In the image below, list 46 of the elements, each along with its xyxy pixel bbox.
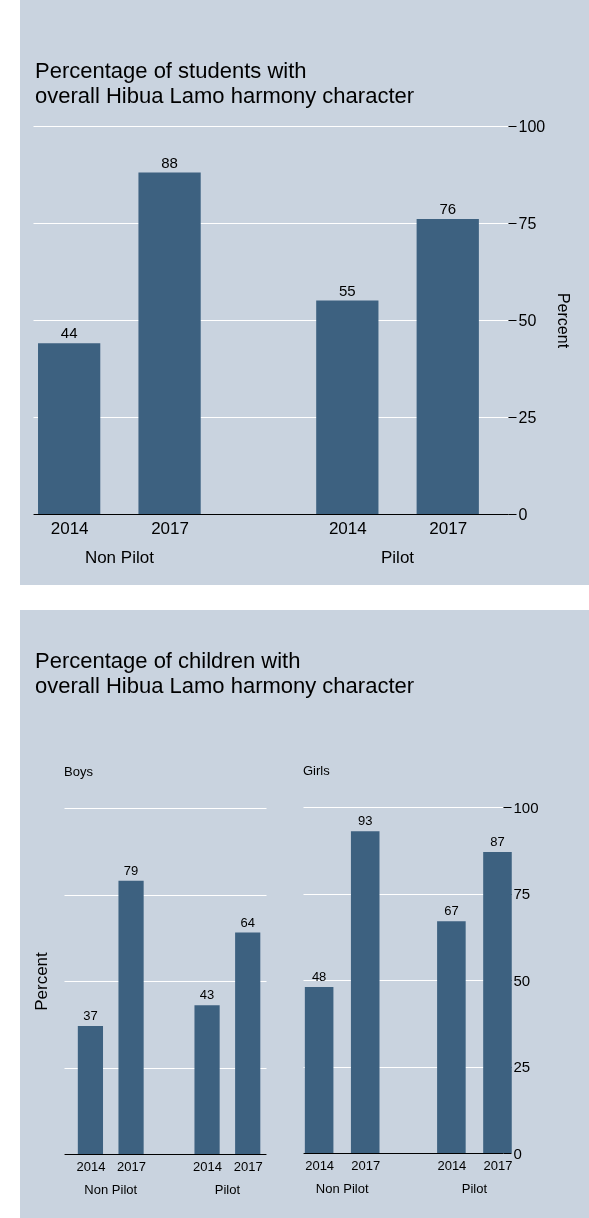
text: Non Pilot — [84, 548, 155, 567]
x-tick-label: 2014 — [328, 518, 367, 538]
text: Pilot — [461, 1181, 488, 1196]
x-tick-label: 2017 — [351, 1157, 381, 1173]
data-label: 67 — [444, 903, 459, 919]
y-tick-label: 100 — [513, 798, 539, 816]
x-tick-label: 2017 — [429, 518, 468, 538]
y-tick-label: 0 — [513, 1144, 522, 1162]
x-tick-label: 2014 — [193, 1158, 223, 1174]
x-tick-label: 2014 — [50, 518, 89, 538]
y-tick-label: 25 — [518, 408, 537, 426]
text: Non Pilot — [84, 1182, 138, 1197]
x-tick-label: 2014 — [305, 1157, 335, 1173]
data-label: 48 — [311, 968, 327, 984]
y-tick-label: 75 — [513, 885, 531, 902]
y-tick-label: 50 — [513, 971, 531, 989]
text: Pilot — [381, 548, 415, 567]
y-tick-label: 50 — [518, 311, 537, 329]
x-tick-label: 2017 — [117, 1158, 147, 1174]
x-tick-label: 2017 — [233, 1158, 263, 1174]
data-label: 43 — [199, 987, 215, 1003]
data-label: 93 — [357, 813, 373, 829]
y-tick-label: 75 — [518, 214, 537, 232]
data-label: 76 — [439, 200, 457, 218]
data-label: 87 — [490, 833, 505, 849]
chart-subtitle: Boys — [64, 764, 94, 779]
y-tick-label: 100 — [518, 117, 546, 135]
y-tick-label: 0 — [518, 505, 528, 523]
x-tick-label: 2014 — [76, 1158, 106, 1174]
data-label: 79 — [123, 862, 139, 878]
text: Pilot — [214, 1182, 241, 1197]
data-label: 37 — [83, 1007, 98, 1023]
data-label: 88 — [161, 153, 178, 171]
data-label: 44 — [60, 324, 78, 342]
y-tick-label: 25 — [513, 1058, 531, 1075]
x-tick-label: 2017 — [151, 518, 189, 538]
data-label: 55 — [338, 281, 356, 299]
y-axis-title: Percent — [555, 292, 573, 349]
chart-subtitle: Girls — [303, 763, 331, 778]
y-axis-title: Percent — [31, 951, 51, 1011]
text: Non Pilot — [315, 1181, 369, 1196]
chart-title: Percentage of children with overall Hibua Lamo harmony character — [35, 648, 415, 698]
data-label: 64 — [240, 914, 255, 930]
x-tick-label: 2017 — [483, 1157, 513, 1173]
x-tick-label: 2014 — [437, 1157, 467, 1173]
chart-title: Percentage of students with overall Hibua Lamo harmony character — [35, 58, 415, 108]
